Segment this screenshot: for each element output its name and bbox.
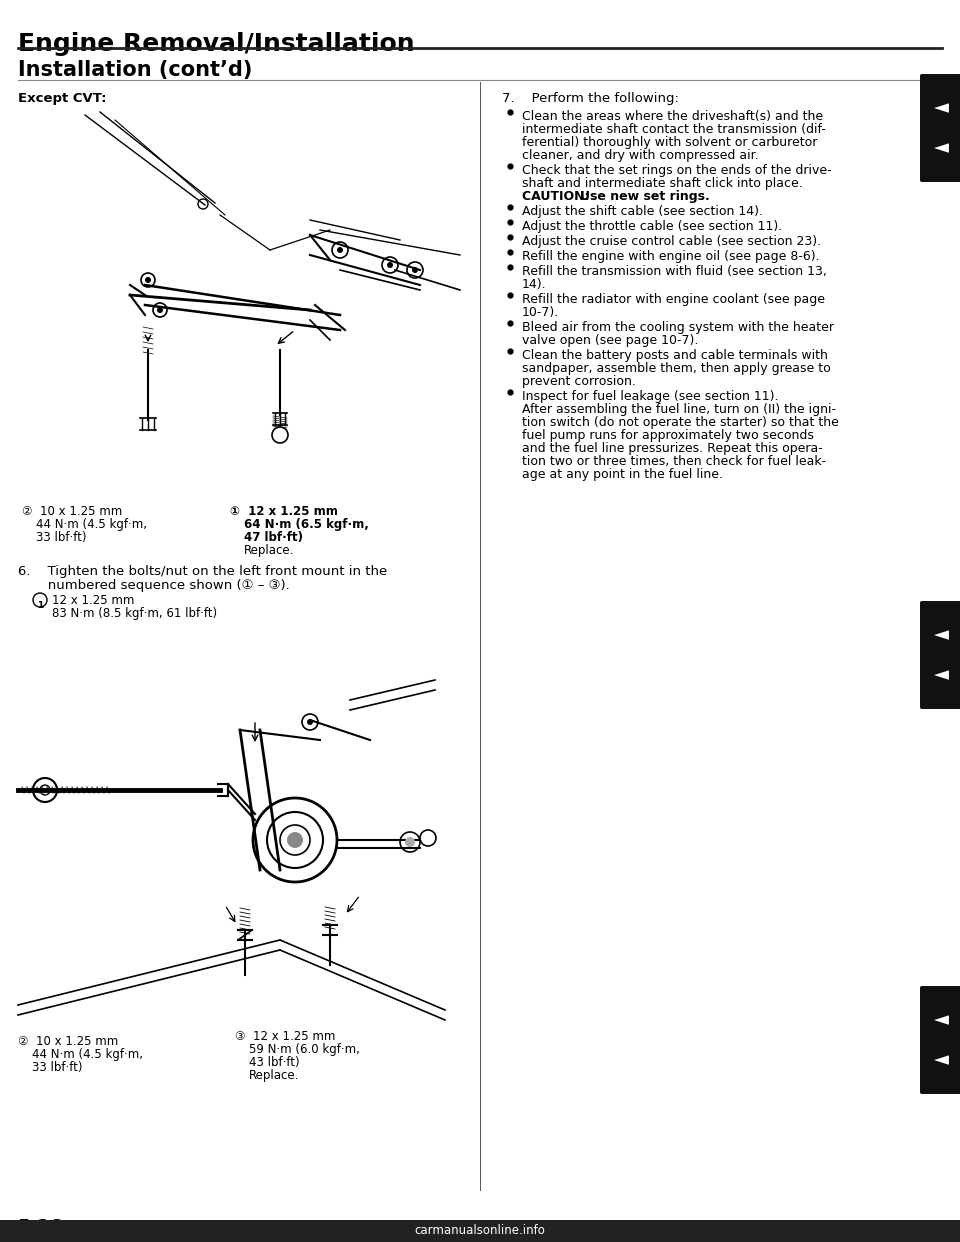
- Text: Replace.: Replace.: [249, 1069, 300, 1082]
- Circle shape: [287, 832, 303, 848]
- Text: Inspect for fuel leakage (see section 11).: Inspect for fuel leakage (see section 11…: [522, 390, 779, 402]
- Text: 59 N·m (6.0 kgf·m,: 59 N·m (6.0 kgf·m,: [249, 1043, 360, 1056]
- Text: and the fuel line pressurizes. Repeat this opera-: and the fuel line pressurizes. Repeat th…: [522, 442, 823, 455]
- Text: ①  12 x 1.25 mm: ① 12 x 1.25 mm: [230, 505, 338, 518]
- Circle shape: [412, 267, 418, 273]
- FancyBboxPatch shape: [920, 641, 960, 709]
- Text: ◄: ◄: [933, 1011, 948, 1030]
- Circle shape: [145, 277, 151, 283]
- Text: 7.    Perform the following:: 7. Perform the following:: [502, 92, 679, 106]
- Text: Check that the set rings on the ends of the drive-: Check that the set rings on the ends of …: [522, 164, 831, 178]
- Text: ②  10 x 1.25 mm: ② 10 x 1.25 mm: [18, 1035, 118, 1048]
- Text: Engine Removal/Installation: Engine Removal/Installation: [18, 32, 415, 56]
- Circle shape: [387, 262, 393, 268]
- Text: Refill the transmission with fluid (see section 13,: Refill the transmission with fluid (see …: [522, 265, 827, 278]
- Text: ◄: ◄: [933, 626, 948, 645]
- Text: prevent corrosion.: prevent corrosion.: [522, 375, 636, 388]
- FancyBboxPatch shape: [920, 601, 960, 669]
- Text: 43 lbf·ft): 43 lbf·ft): [249, 1056, 300, 1069]
- Text: numbered sequence shown (① – ③).: numbered sequence shown (① – ③).: [18, 579, 290, 592]
- Text: Refill the engine with engine oil (see page 8-6).: Refill the engine with engine oil (see p…: [522, 250, 820, 263]
- Text: 83 N·m (8.5 kgf·m, 61 lbf·ft): 83 N·m (8.5 kgf·m, 61 lbf·ft): [52, 606, 217, 620]
- Text: 47 lbf·ft): 47 lbf·ft): [244, 532, 303, 544]
- Text: carmanualsonline.info: carmanualsonline.info: [415, 1225, 545, 1237]
- Text: Installation (cont’d): Installation (cont’d): [18, 60, 252, 79]
- Text: ◄: ◄: [933, 1051, 948, 1069]
- Text: 14).: 14).: [522, 278, 546, 291]
- Text: Adjust the shift cable (see section 14).: Adjust the shift cable (see section 14).: [522, 205, 763, 219]
- Circle shape: [157, 307, 163, 313]
- Bar: [0, 1220, 960, 1242]
- Text: tion two or three times, then check for fuel leak-: tion two or three times, then check for …: [522, 455, 827, 468]
- Text: sandpaper, assemble them, then apply grease to: sandpaper, assemble them, then apply gre…: [522, 361, 830, 375]
- Text: 12 x 1.25 mm: 12 x 1.25 mm: [52, 594, 134, 606]
- FancyBboxPatch shape: [920, 114, 960, 183]
- Circle shape: [307, 719, 313, 725]
- Text: Adjust the throttle cable (see section 11).: Adjust the throttle cable (see section 1…: [522, 220, 782, 233]
- Text: Adjust the cruise control cable (see section 23).: Adjust the cruise control cable (see sec…: [522, 235, 821, 248]
- Text: intermediate shaft contact the transmission (dif-: intermediate shaft contact the transmiss…: [522, 123, 826, 137]
- Text: tion switch (do not operate the starter) so that the: tion switch (do not operate the starter)…: [522, 416, 839, 428]
- Text: ②  10 x 1.25 mm: ② 10 x 1.25 mm: [22, 505, 122, 518]
- Text: ferential) thoroughly with solvent or carburetor: ferential) thoroughly with solvent or ca…: [522, 137, 817, 149]
- Text: 44 N·m (4.5 kgf·m,: 44 N·m (4.5 kgf·m,: [32, 1048, 143, 1061]
- Text: Refill the radiator with engine coolant (see page: Refill the radiator with engine coolant …: [522, 293, 825, 306]
- Text: Replace.: Replace.: [244, 544, 295, 556]
- FancyBboxPatch shape: [920, 986, 960, 1054]
- Text: ③  12 x 1.25 mm: ③ 12 x 1.25 mm: [235, 1030, 335, 1043]
- Text: ◄: ◄: [933, 139, 948, 158]
- Text: Use new set rings.: Use new set rings.: [580, 190, 709, 202]
- Text: age at any point in the fuel line.: age at any point in the fuel line.: [522, 468, 723, 481]
- Circle shape: [405, 837, 415, 847]
- Text: 1: 1: [36, 600, 43, 610]
- Text: 6.    Tighten the bolts/nut on the left front mount in the: 6. Tighten the bolts/nut on the left fro…: [18, 565, 387, 578]
- Text: shaft and intermediate shaft click into place.: shaft and intermediate shaft click into …: [522, 178, 803, 190]
- Text: Clean the battery posts and cable terminals with: Clean the battery posts and cable termin…: [522, 349, 828, 361]
- Text: cleaner, and dry with compressed air.: cleaner, and dry with compressed air.: [522, 149, 758, 161]
- Text: 33 lbf·ft): 33 lbf·ft): [32, 1061, 83, 1074]
- Text: valve open (see page 10-7).: valve open (see page 10-7).: [522, 334, 698, 347]
- Text: 33 lbf·ft): 33 lbf·ft): [36, 532, 86, 544]
- Text: Except CVT:: Except CVT:: [18, 92, 107, 106]
- Text: 10-7).: 10-7).: [522, 306, 560, 319]
- Text: 64 N·m (6.5 kgf·m,: 64 N·m (6.5 kgf·m,: [244, 518, 369, 532]
- Text: ◄: ◄: [933, 98, 948, 118]
- Circle shape: [337, 247, 343, 253]
- Text: Clean the areas where the driveshaft(s) and the: Clean the areas where the driveshaft(s) …: [522, 111, 823, 123]
- Text: CAUTION:: CAUTION:: [522, 190, 598, 202]
- FancyBboxPatch shape: [920, 1026, 960, 1094]
- Text: 44 N·m (4.5 kgf·m,: 44 N·m (4.5 kgf·m,: [36, 518, 147, 532]
- Text: After assembling the fuel line, turn on (II) the igni-: After assembling the fuel line, turn on …: [522, 402, 836, 416]
- Text: Bleed air from the cooling system with the heater: Bleed air from the cooling system with t…: [522, 320, 834, 334]
- FancyBboxPatch shape: [920, 75, 960, 142]
- Text: ◄: ◄: [933, 666, 948, 684]
- Text: fuel pump runs for approximately two seconds: fuel pump runs for approximately two sec…: [522, 428, 814, 442]
- Text: 5-16: 5-16: [18, 1218, 63, 1236]
